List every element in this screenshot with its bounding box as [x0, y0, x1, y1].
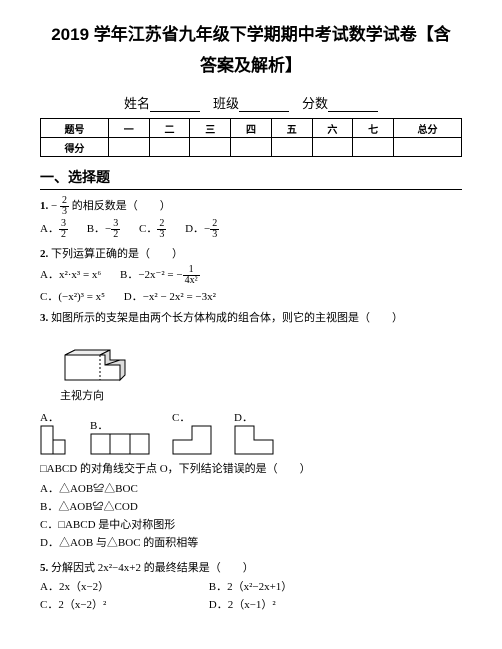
td [108, 138, 149, 157]
q5-C: C．2（x−2）² [40, 596, 190, 612]
th: 三 [190, 119, 231, 138]
q4-C: C．□ABCD 是中心对称图形 [40, 516, 462, 532]
info-line: 姓名 班级 分数 [40, 93, 462, 112]
title-line1: 2019 学年江苏省九年级下学期期中考试数学试卷【含 [40, 20, 462, 51]
q2-opts-line2: C．(−x²)³ = x⁵ D．−x² − 2x² = −3x² [40, 288, 462, 304]
th: 总分 [394, 119, 462, 138]
th: 二 [149, 119, 190, 138]
th: 五 [271, 119, 312, 138]
bracket-3d-figure [60, 330, 462, 385]
q3-A: A． [40, 409, 68, 455]
th: 一 [108, 119, 149, 138]
q5-opts-line1: A．2x（x−2） B．2（x²−2x+1） [40, 578, 462, 594]
q2-A: A．x²·x³ = x⁶ [40, 266, 101, 282]
q5-A: A．2x（x−2） [40, 578, 190, 594]
td [353, 138, 394, 157]
label-class: 班级 [213, 96, 239, 111]
q3-stem: 如图所示的支架是由两个长方体构成的组合体，则它的主视图是（ ） [51, 312, 403, 324]
title-line2: 答案及解析】 [40, 51, 462, 82]
th: 四 [231, 119, 272, 138]
q2-stem: 下列运算正确的是（ ） [51, 248, 183, 260]
q5-opts-line2: C．2（x−2）² D．2（x−1）² [40, 596, 462, 612]
score-table: 题号 一 二 三 四 五 六 七 总分 得分 [40, 118, 462, 157]
q2-D: D．−x² − 2x² = −3x² [124, 288, 216, 304]
q4-A: A．△AOB≌△BOC [40, 480, 462, 496]
table-row: 题号 一 二 三 四 五 六 七 总分 [41, 119, 462, 138]
q1-C: C．23 [139, 219, 166, 240]
td [271, 138, 312, 157]
q4-D: D．△AOB 与△BOC 的面积相等 [40, 534, 462, 550]
td [190, 138, 231, 157]
q2-opts-line1: A．x²·x³ = x⁶ B．−2x⁻² = −14x² [40, 265, 462, 286]
q1-stem-post: 的相反数是（ ） [72, 200, 171, 212]
question-1: 1. − 23 的相反数是（ ） [40, 196, 462, 217]
q3-D: D． [234, 409, 274, 455]
q3-B: B． [90, 417, 150, 455]
fig-D [234, 425, 274, 455]
th: 题号 [41, 119, 109, 138]
fig-A [40, 425, 68, 455]
th: 六 [312, 119, 353, 138]
blank-name [150, 97, 200, 112]
q5-num: 5. [40, 562, 48, 574]
table-row: 得分 [41, 138, 462, 157]
bracket-svg [60, 330, 130, 385]
frac: 23 [60, 196, 69, 217]
question-4: □ABCD 的对角线交于点 O，下列结论错误的是（ ） [40, 461, 462, 478]
label-name: 姓名 [124, 96, 150, 111]
blank-score [328, 97, 378, 112]
label-score: 分数 [302, 96, 328, 111]
question-3: 3. 如图所示的支架是由两个长方体构成的组合体，则它的主视图是（ ） [40, 310, 462, 327]
view-label: 主视方向 [60, 387, 462, 403]
q1-A: A．32 [40, 219, 68, 240]
q4-stem: □ABCD 的对角线交于点 O，下列结论错误的是（ ） [40, 463, 311, 475]
q2-C: C．(−x²)³ = x⁵ [40, 288, 105, 304]
question-2: 2. 下列运算正确的是（ ） [40, 246, 462, 263]
td-label: 得分 [41, 138, 109, 157]
q3-C: C． [172, 409, 212, 455]
q1-opts: A．32 B．−32 C．23 D．−23 [40, 219, 462, 240]
q5-B: B．2（x²−2x+1） [209, 578, 293, 594]
q1-B: B．−32 [87, 219, 121, 240]
q1-stem-pre: − [51, 200, 57, 212]
q1-D: D．−23 [185, 219, 219, 240]
q2-num: 2. [40, 248, 48, 260]
th: 七 [353, 119, 394, 138]
q5-stem: 分解因式 2x²−4x+2 的最终结果是（ ） [51, 562, 254, 574]
q3-num: 3. [40, 312, 48, 324]
td [394, 138, 462, 157]
td [231, 138, 272, 157]
fig-C [172, 425, 212, 455]
q4-B: B．△AOB≌△COD [40, 498, 462, 514]
blank-class [239, 97, 289, 112]
q5-D: D．2（x−1）² [209, 596, 276, 612]
section-header-1: 一、选择题 [40, 167, 462, 190]
q3-opt-figs: A． B． C． D． [40, 409, 462, 455]
td [149, 138, 190, 157]
question-5: 5. 分解因式 2x²−4x+2 的最终结果是（ ） [40, 560, 462, 577]
q1-num: 1. [40, 200, 48, 212]
exam-page: 2019 学年江苏省九年级下学期期中考试数学试卷【含 答案及解析】 姓名 班级 … [0, 0, 502, 649]
td [312, 138, 353, 157]
fig-B [90, 433, 150, 455]
q2-B: B．−2x⁻² = −14x² [120, 265, 200, 286]
